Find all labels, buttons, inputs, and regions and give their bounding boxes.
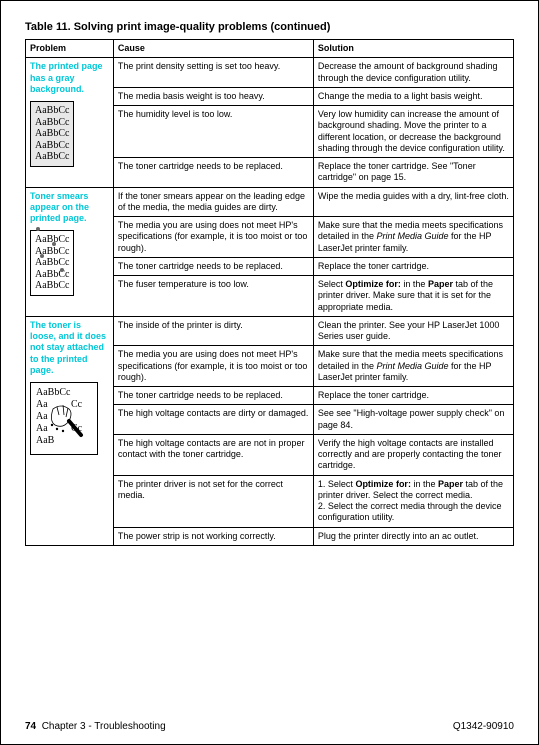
sample-gray-background: AaBbCc AaBbCc AaBbCc AaBbCc AaBbCc bbox=[30, 101, 74, 167]
table-header-row: Problem Cause Solution bbox=[26, 40, 514, 58]
page-footer: 74 Chapter 3 - Troubleshooting Q1342-909… bbox=[25, 721, 514, 732]
cause-cell: The humidity level is too low. bbox=[113, 106, 313, 158]
svg-text:AaBbCc: AaBbCc bbox=[36, 387, 71, 398]
cause-cell: The toner cartridge needs to be replaced… bbox=[113, 387, 313, 405]
document-page: Table 11. Solving print image-quality pr… bbox=[0, 0, 539, 745]
footer-doc-number: Q1342-90910 bbox=[453, 721, 514, 732]
cause-cell: The inside of the printer is dirty. bbox=[113, 316, 313, 346]
troubleshooting-table: Problem Cause Solution The printed page … bbox=[25, 39, 514, 546]
problem-label: The toner is loose, and it does not stay… bbox=[30, 320, 109, 376]
solution-cell: See see "High-voltage power supply check… bbox=[313, 405, 513, 435]
solution-cell: Make sure that the media meets specifica… bbox=[313, 217, 513, 258]
solution-cell: Very low humidity can increase the amoun… bbox=[313, 106, 513, 158]
problem-cell-gray-bg: The printed page has a gray background. … bbox=[26, 58, 114, 187]
solution-cell: Make sure that the media meets specifica… bbox=[313, 346, 513, 387]
svg-text:Aa: Aa bbox=[36, 411, 48, 422]
cause-cell: The media you are using does not meet HP… bbox=[113, 346, 313, 387]
cause-cell: The power strip is not working correctly… bbox=[113, 527, 313, 545]
sample-loose-toner: AaBbCc Aa Cc Aa Aa Cc AaB bbox=[30, 382, 98, 455]
cause-cell: The toner cartridge needs to be replaced… bbox=[113, 158, 313, 188]
header-solution: Solution bbox=[313, 40, 513, 58]
loose-toner-icon: AaBbCc Aa Cc Aa Aa Cc AaB bbox=[33, 385, 95, 449]
page-number: 74 bbox=[25, 721, 36, 732]
table-row: The toner is loose, and it does not stay… bbox=[26, 316, 514, 346]
header-cause: Cause bbox=[113, 40, 313, 58]
solution-cell: 1. Select Optimize for: in the Paper tab… bbox=[313, 475, 513, 527]
solution-cell: Replace the toner cartridge. See "Toner … bbox=[313, 158, 513, 188]
problem-label: Toner smears appear on the printed page. bbox=[30, 191, 109, 225]
solution-cell: Select Optimize for: in the Paper tab of… bbox=[313, 276, 513, 317]
svg-text:Aa: Aa bbox=[36, 423, 48, 434]
cause-cell: The fuser temperature is too low. bbox=[113, 276, 313, 317]
header-problem: Problem bbox=[26, 40, 114, 58]
solution-cell: Plug the printer directly into an ac out… bbox=[313, 527, 513, 545]
solution-cell: Wipe the media guides with a dry, lint-f… bbox=[313, 187, 513, 217]
cause-cell: The toner cartridge needs to be replaced… bbox=[113, 257, 313, 275]
cause-cell: The printer driver is not set for the co… bbox=[113, 475, 313, 527]
problem-cell-toner-smears: Toner smears appear on the printed page.… bbox=[26, 187, 114, 316]
cause-cell: The print density setting is set too hea… bbox=[113, 58, 313, 88]
cause-cell: The high voltage contacts are dirty or d… bbox=[113, 405, 313, 435]
problem-label: The printed page has a gray background. bbox=[30, 61, 109, 95]
solution-cell: Replace the toner cartridge. bbox=[313, 387, 513, 405]
cause-cell: The media basis weight is too heavy. bbox=[113, 87, 313, 105]
solution-cell: Clean the printer. See your HP LaserJet … bbox=[313, 316, 513, 346]
cause-cell: If the toner smears appear on the leadin… bbox=[113, 187, 313, 217]
solution-cell: Verify the high voltage contacts are ins… bbox=[313, 434, 513, 475]
chapter-label: Chapter 3 - Troubleshooting bbox=[42, 721, 166, 732]
solution-cell: Decrease the amount of background shadin… bbox=[313, 58, 513, 88]
cause-cell: The media you are using does not meet HP… bbox=[113, 217, 313, 258]
sample-toner-smears: AaBbCc AaBbCc AaBbCc AaBbCc AaBbCc bbox=[30, 224, 74, 296]
table-caption: Table 11. Solving print image-quality pr… bbox=[25, 21, 514, 33]
solution-cell: Replace the toner cartridge. bbox=[313, 257, 513, 275]
svg-text:AaB: AaB bbox=[36, 435, 55, 446]
svg-text:Aa: Aa bbox=[36, 399, 48, 410]
problem-cell-loose-toner: The toner is loose, and it does not stay… bbox=[26, 316, 114, 545]
solution-cell: Change the media to a light basis weight… bbox=[313, 87, 513, 105]
svg-text:Cc: Cc bbox=[71, 399, 83, 410]
cause-cell: The high voltage contacts are are not in… bbox=[113, 434, 313, 475]
table-row: Toner smears appear on the printed page.… bbox=[26, 187, 514, 217]
table-row: The printed page has a gray background. … bbox=[26, 58, 514, 88]
footer-left: 74 Chapter 3 - Troubleshooting bbox=[25, 721, 166, 732]
